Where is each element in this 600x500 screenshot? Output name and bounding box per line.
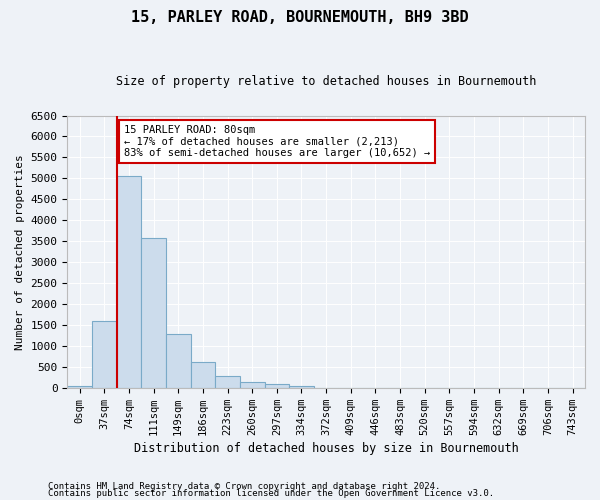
Y-axis label: Number of detached properties: Number of detached properties [15, 154, 25, 350]
Text: Contains public sector information licensed under the Open Government Licence v3: Contains public sector information licen… [48, 489, 494, 498]
Bar [289, 386, 314, 388]
Bar [215, 376, 240, 388]
Bar [141, 238, 166, 388]
Text: 15 PARLEY ROAD: 80sqm
← 17% of detached houses are smaller (2,213)
83% of semi-d: 15 PARLEY ROAD: 80sqm ← 17% of detached … [124, 125, 430, 158]
Text: Contains HM Land Registry data © Crown copyright and database right 2024.: Contains HM Land Registry data © Crown c… [48, 482, 440, 491]
Bar [116, 176, 141, 388]
X-axis label: Distribution of detached houses by size in Bournemouth: Distribution of detached houses by size … [134, 442, 518, 455]
Bar [92, 321, 116, 388]
Bar [191, 362, 215, 388]
Bar [166, 334, 191, 388]
Bar [265, 384, 289, 388]
Text: 15, PARLEY ROAD, BOURNEMOUTH, BH9 3BD: 15, PARLEY ROAD, BOURNEMOUTH, BH9 3BD [131, 10, 469, 25]
Title: Size of property relative to detached houses in Bournemouth: Size of property relative to detached ho… [116, 75, 536, 88]
Bar [67, 386, 92, 388]
Bar [240, 382, 265, 388]
